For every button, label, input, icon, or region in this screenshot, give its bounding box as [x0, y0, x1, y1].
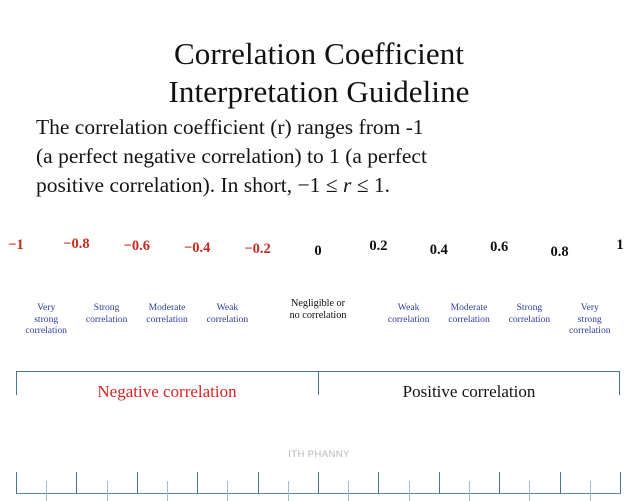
band-label: Negligible or no correlation [290, 298, 347, 322]
band-label-line: correlation [206, 313, 249, 325]
axis-label-0: 0 [314, 243, 322, 259]
band-label-line: correlation [508, 313, 551, 325]
axis-tick-0p2 [378, 472, 380, 494]
axis-tick-0p1 [348, 481, 350, 501]
bracket-tick-right [619, 371, 620, 395]
body-line-3: positive correlation). In short, −1 ≤ r … [36, 171, 596, 200]
band-label-line: correlation [448, 313, 490, 325]
slide-canvas: { "title": { "line1": "Correlation Coeff… [0, 35, 638, 501]
axis-tick-0 [318, 472, 319, 494]
axis-label-0p8: 0.8 [550, 244, 569, 260]
band-label-line: Moderate [148, 302, 186, 313]
band-label-line: strong [34, 313, 59, 325]
band-label: Weak correlation [388, 302, 430, 325]
band-label-line: correlation [146, 313, 188, 325]
axis-tick-neg0p4 [197, 472, 199, 494]
polarity-bracket: Negative correlation Positive correlatio… [16, 371, 620, 405]
axis-tick-neg0p3 [227, 481, 229, 501]
axis-tick-0p7 [529, 481, 531, 501]
axis-label-0p2: 0.2 [369, 238, 388, 254]
page-title-line-1: Correlation Coefficient [173, 35, 465, 71]
band-label: Very strong correlation [25, 302, 67, 337]
band-label-line: correlation [85, 313, 128, 325]
band-label-line: Weak [397, 302, 420, 313]
body-paragraph: The correlation coefficient (r) ranges f… [36, 113, 596, 200]
axis-tick-neg0p8 [76, 472, 78, 494]
axis-tick-neg0p7 [106, 481, 108, 501]
band-label: Very strong correlation [569, 302, 611, 337]
axis-tick-0p5 [469, 481, 470, 501]
bracket-label-negative: Negative correlation [97, 382, 237, 401]
body-line-1: The correlation coefficient (r) ranges f… [36, 115, 424, 139]
correlation-number-line: −1 −0.8 −0.6 −0.4 −0.2 0 0.2 0.4 0.6 0.8 1 Very str… [0, 225, 638, 501]
axis-label-neg0p6: −0.6 [123, 238, 150, 254]
axis-tick-neg0p2 [257, 472, 259, 494]
axis-tick-neg0p6 [136, 472, 138, 494]
band-label-line: correlation [25, 325, 67, 336]
body-line-2: (a perfect negative correlation) to 1 (a… [36, 144, 427, 168]
axis-tick-1 [620, 472, 621, 494]
bracket-tick-center [318, 371, 319, 395]
band-label: Weak correlation [207, 302, 249, 325]
axis-label-0p4: 0.4 [429, 242, 448, 258]
body-line-3-text: positive correlation). In short, [36, 173, 298, 197]
page-title-line-2: Interpretation Guideline [168, 73, 470, 109]
axis-tick-0p3 [408, 481, 410, 501]
band-label: Moderate correlation [448, 302, 490, 325]
bracket-tick-left [16, 371, 17, 395]
band-label: Strong correlation [86, 302, 128, 325]
band-label-line: Strong [93, 302, 120, 313]
band-label-line: Moderate [450, 302, 488, 313]
footer-credit: ITH PHANNY [288, 449, 350, 460]
axis-tick-neg0p5 [167, 481, 168, 501]
axis-label-neg0p8: −0.8 [63, 236, 90, 252]
axis-tick-neg0p9 [46, 481, 48, 501]
axis-label-neg0p4: −0.4 [183, 240, 211, 256]
band-label-line: Weak [216, 302, 239, 313]
math-variable-r: r [342, 173, 352, 197]
bracket-label-positive: Positive correlation [402, 382, 536, 401]
band-label: Moderate correlation [146, 302, 188, 325]
band-label-line: correlation [569, 325, 611, 336]
band-label-line: Negligible or [290, 298, 346, 309]
axis-label-1: 1 [616, 237, 624, 253]
axis-tick-neg1 [16, 472, 17, 494]
axis-label-neg1: −1 [8, 237, 24, 253]
band-label-line: strong [577, 313, 602, 325]
axis-label-0p6: 0.6 [490, 239, 509, 255]
math-inequality-left: −1 ≤ [297, 173, 343, 197]
band-label-line: Very [37, 302, 56, 313]
band-label-line: Strong [516, 302, 543, 313]
axis-tick-0p9 [589, 481, 591, 501]
page-title: Correlation Coefficient Interpretation G… [0, 35, 638, 111]
band-label-line: no correlation [289, 310, 347, 321]
axis-tick-neg0p1 [287, 481, 289, 501]
axis-tick-0p6 [499, 472, 501, 494]
band-label-line: correlation [387, 313, 430, 325]
axis-tick-0p8 [559, 472, 561, 494]
math-inequality-right: ≤ 1. [351, 173, 391, 197]
band-label: Strong correlation [509, 302, 551, 325]
band-label-line: Very [580, 302, 599, 313]
axis-tick-0p4 [438, 472, 440, 494]
axis-label-neg0p2: −0.2 [244, 241, 271, 257]
